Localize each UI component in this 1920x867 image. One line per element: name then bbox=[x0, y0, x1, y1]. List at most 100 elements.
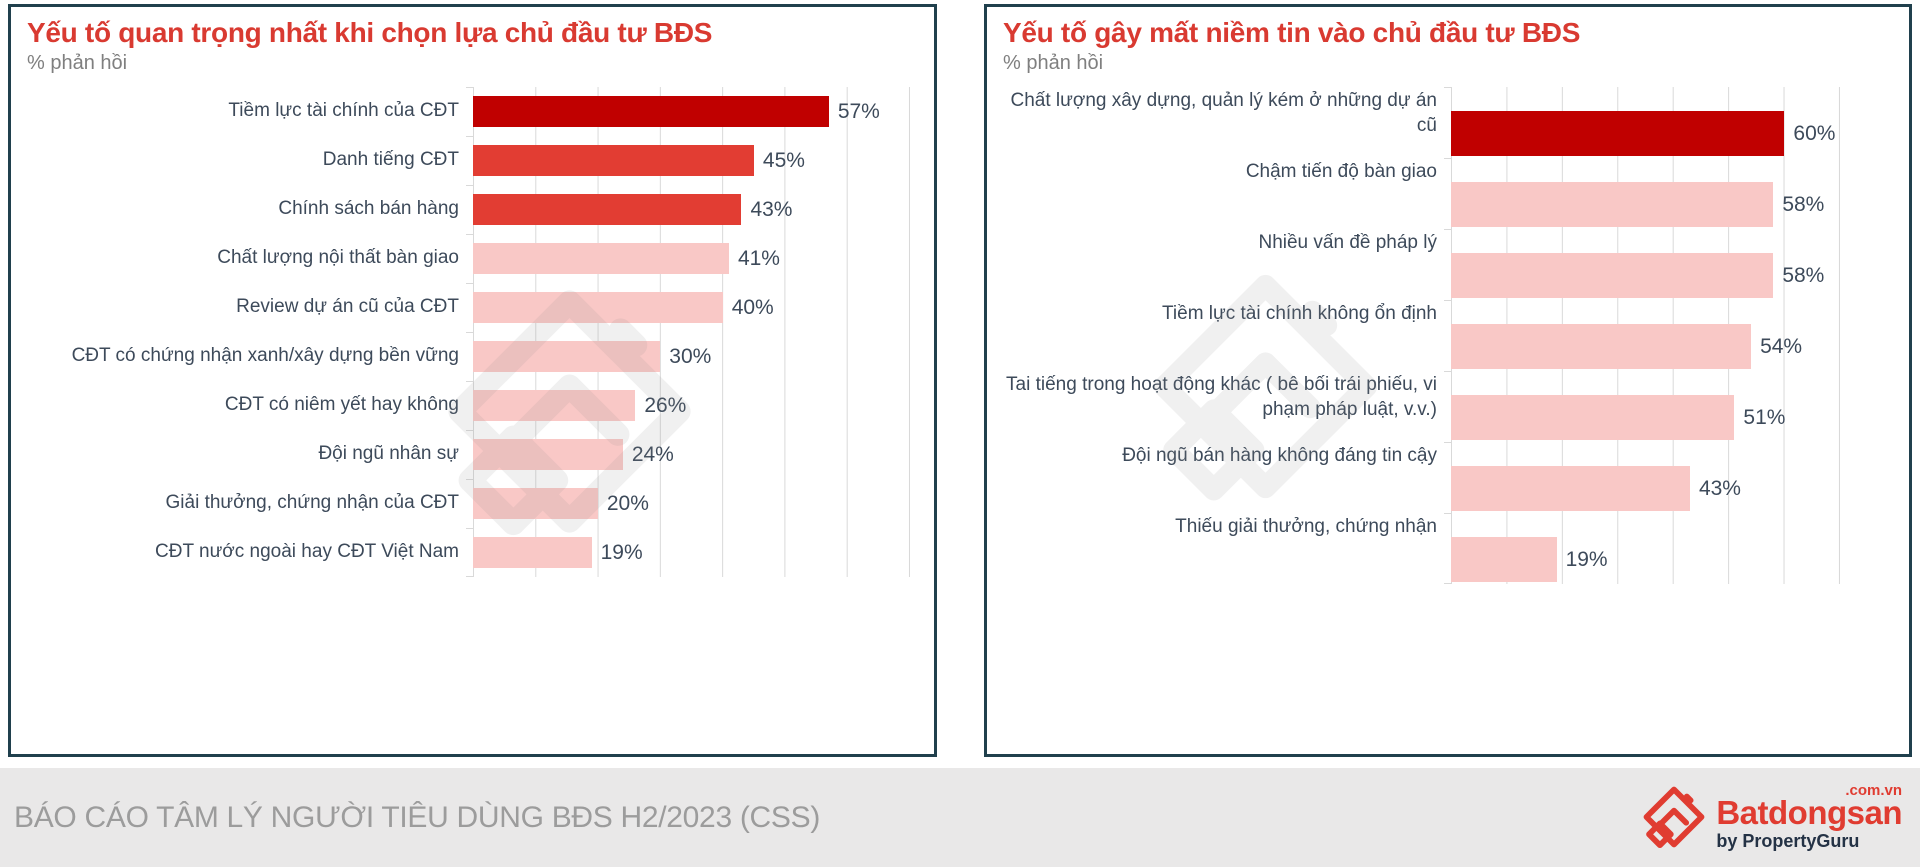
value-label: 30% bbox=[669, 344, 712, 368]
category-label: Tai tiếng trong hoạt động khác ( bê bối … bbox=[1006, 374, 1437, 420]
category-label: Đội ngũ nhân sự bbox=[318, 443, 459, 465]
bar-row: Review dự án cũ của CĐT 40% bbox=[27, 283, 910, 332]
bar-rows: Tiềm lực tài chính của CĐT 57% Danh tiến… bbox=[27, 87, 918, 577]
bar bbox=[1451, 111, 1785, 157]
category-label: Chậm tiến độ bàn giao bbox=[1245, 161, 1437, 183]
bar-cell: 43% bbox=[1444, 442, 1840, 513]
category-label: Đội ngũ bán hàng không đáng tin cậy bbox=[1122, 445, 1437, 467]
bar bbox=[473, 537, 592, 569]
bar-row: Tiềm lực tài chính không ổn định 54% bbox=[1003, 300, 1840, 371]
batdongsan-logo: .com.vn Batdongsan by PropertyGuru bbox=[1642, 783, 1902, 853]
category-label: Chất lượng xây dựng, quản lý kém ở những… bbox=[1010, 90, 1437, 136]
bar-cell: 45% bbox=[466, 136, 910, 185]
bar-cell: 41% bbox=[466, 234, 910, 283]
category-label: Tiềm lực tài chính không ổn định bbox=[1162, 303, 1437, 325]
bar-row: Tai tiếng trong hoạt động khác ( bê bối … bbox=[1003, 371, 1840, 442]
bar-cell: 60% bbox=[1444, 87, 1840, 158]
value-label: 58% bbox=[1782, 192, 1825, 216]
category-label: Giải thưởng, chứng nhận của CĐT bbox=[165, 492, 460, 514]
bar-chart: Tiềm lực tài chính của CĐT 57% Danh tiến… bbox=[27, 87, 918, 578]
bar bbox=[473, 194, 742, 226]
footer-bar: BÁO CÁO TÂM LÝ NGƯỜI TIÊU DÙNG BĐS H2/20… bbox=[0, 768, 1920, 867]
bar-cell: 40% bbox=[466, 283, 910, 332]
bar bbox=[1451, 253, 1774, 299]
bar-chart: Chất lượng xây dựng, quản lý kém ở những… bbox=[1003, 87, 1893, 585]
brand-text: .com.vn Batdongsan by PropertyGuru bbox=[1716, 783, 1902, 853]
bar-row: Tiềm lực tài chính của CĐT 57% bbox=[27, 87, 910, 136]
bar-row: Chất lượng xây dựng, quản lý kém ở những… bbox=[1003, 87, 1840, 158]
value-label: 51% bbox=[1743, 405, 1786, 429]
value-label: 26% bbox=[644, 393, 687, 417]
value-label: 60% bbox=[1793, 121, 1836, 145]
batdongsan-house-icon bbox=[1642, 785, 1706, 849]
bar-row: Thiếu giải thưởng, chứng nhận 19% bbox=[1003, 513, 1840, 584]
bar bbox=[473, 96, 829, 128]
bar bbox=[1451, 395, 1735, 441]
bar-cell: 43% bbox=[466, 185, 910, 234]
category-label: Tiềm lực tài chính của CĐT bbox=[228, 100, 459, 122]
chart-panel-important-factors: Yếu tố quan trọng nhất khi chọn lựa chủ … bbox=[8, 4, 937, 757]
bar-row: Đội ngũ bán hàng không đáng tin cậy 43% bbox=[1003, 442, 1840, 513]
bar bbox=[473, 292, 723, 324]
bar bbox=[473, 390, 636, 422]
chart-subtitle: % phản hồi bbox=[1003, 52, 1104, 75]
category-label: Nhiều vấn đề pháp lý bbox=[1258, 232, 1437, 254]
value-label: 43% bbox=[750, 197, 793, 221]
category-label: Danh tiếng CĐT bbox=[322, 149, 459, 171]
bar-row: CĐT có niêm yết hay không 26% bbox=[27, 381, 910, 430]
value-label: 45% bbox=[762, 148, 805, 172]
report-title: BÁO CÁO TÂM LÝ NGƯỜI TIÊU DÙNG BĐS H2/20… bbox=[14, 800, 821, 834]
value-label: 54% bbox=[1760, 334, 1803, 358]
chart-title: Yếu tố gây mất niềm tin vào chủ đầu tư B… bbox=[1003, 17, 1581, 48]
bar bbox=[1451, 324, 1752, 370]
bar-row: CĐT nước ngoài hay CĐT Việt Nam 19% bbox=[27, 528, 910, 577]
value-label: 19% bbox=[1565, 547, 1608, 571]
category-label: Review dự án cũ của CĐT bbox=[236, 296, 459, 318]
bar-row: Đội ngũ nhân sự 24% bbox=[27, 430, 910, 479]
bar-cell: 54% bbox=[1444, 300, 1840, 371]
chart-subtitle: % phản hồi bbox=[27, 52, 128, 75]
bar bbox=[1451, 466, 1690, 512]
bar bbox=[473, 341, 661, 373]
value-label: 57% bbox=[837, 99, 880, 123]
category-label: Thiếu giải thưởng, chứng nhận bbox=[1175, 516, 1437, 538]
bar-row: CĐT có chứng nhận xanh/xây dựng bền vững… bbox=[27, 332, 910, 381]
bar bbox=[473, 488, 598, 520]
value-label: 58% bbox=[1782, 263, 1825, 287]
brand-domain: .com.vn bbox=[1845, 781, 1902, 799]
bar-row: Chất lượng nội thất bàn giao 41% bbox=[27, 234, 910, 283]
brand-name: Batdongsan bbox=[1716, 793, 1902, 831]
bar-cell: 51% bbox=[1444, 371, 1840, 442]
bar-row: Chính sách bán hàng 43% bbox=[27, 185, 910, 234]
category-label: CĐT có niêm yết hay không bbox=[224, 394, 459, 416]
bar-cell: 24% bbox=[466, 430, 910, 479]
bar bbox=[473, 243, 729, 275]
chart-panel-trust-loss-factors: Yếu tố gây mất niềm tin vào chủ đầu tư B… bbox=[984, 4, 1912, 757]
bar-row: Chậm tiến độ bàn giao 58% bbox=[1003, 158, 1840, 229]
value-label: 19% bbox=[600, 540, 643, 564]
bar-row: Nhiều vấn đề pháp lý 58% bbox=[1003, 229, 1840, 300]
brand-byline: by PropertyGuru bbox=[1716, 831, 1860, 852]
bar-cell: 26% bbox=[466, 381, 910, 430]
chart-title: Yếu tố quan trọng nhất khi chọn lựa chủ … bbox=[27, 17, 713, 48]
bar bbox=[473, 439, 623, 471]
bar-cell: 58% bbox=[1444, 158, 1840, 229]
category-label: CĐT nước ngoài hay CĐT Việt Nam bbox=[155, 541, 459, 563]
value-label: 20% bbox=[606, 491, 649, 515]
value-label: 40% bbox=[731, 295, 774, 319]
value-label: 43% bbox=[1698, 476, 1741, 500]
bar-cell: 58% bbox=[1444, 229, 1840, 300]
bar-cell: 30% bbox=[466, 332, 910, 381]
category-label: Chính sách bán hàng bbox=[278, 198, 459, 220]
bar bbox=[1451, 537, 1557, 583]
bar bbox=[1451, 182, 1774, 228]
category-label: CĐT có chứng nhận xanh/xây dựng bền vững bbox=[71, 345, 459, 367]
bar bbox=[473, 145, 754, 177]
value-label: 41% bbox=[737, 246, 780, 270]
bar-cell: 57% bbox=[466, 87, 910, 136]
bar-row: Giải thưởng, chứng nhận của CĐT 20% bbox=[27, 479, 910, 528]
bar-cell: 20% bbox=[466, 479, 910, 528]
bar-cell: 19% bbox=[466, 528, 910, 577]
bar-rows: Chất lượng xây dựng, quản lý kém ở những… bbox=[1003, 87, 1893, 584]
bar-row: Danh tiếng CĐT 45% bbox=[27, 136, 910, 185]
